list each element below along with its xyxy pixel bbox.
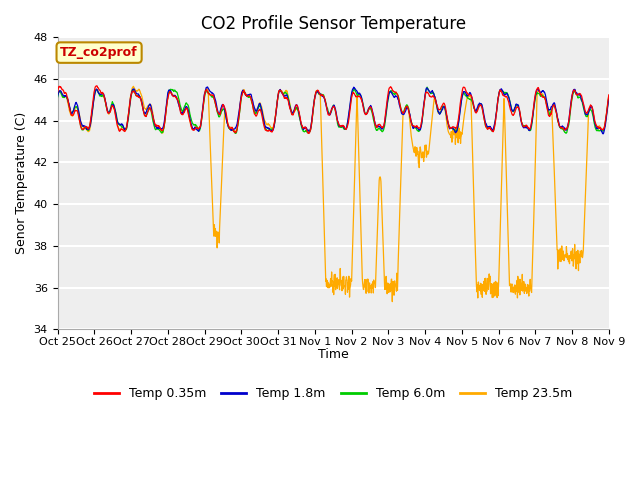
Temp 6.0m [423, 84, 431, 90]
Temp 23.5m [435, 110, 442, 116]
Temp 23.5m [303, 127, 311, 132]
Temp 23.5m [605, 93, 612, 99]
Legend: Temp 0.35m, Temp 1.8m, Temp 6.0m, Temp 23.5m: Temp 0.35m, Temp 1.8m, Temp 6.0m, Temp 2… [89, 382, 577, 405]
Temp 23.5m [54, 93, 61, 99]
Temp 1.8m [152, 123, 160, 129]
Temp 6.0m [570, 89, 578, 95]
Temp 0.35m [152, 122, 160, 128]
Temp 0.35m [570, 87, 578, 93]
Line: Temp 1.8m: Temp 1.8m [58, 87, 609, 134]
Temp 1.8m [204, 84, 211, 90]
Line: Temp 6.0m: Temp 6.0m [58, 87, 609, 133]
Temp 0.35m [337, 123, 344, 129]
Temp 6.0m [435, 109, 442, 115]
Temp 23.5m [152, 124, 160, 130]
Temp 0.35m [435, 106, 442, 111]
Temp 6.0m [232, 131, 239, 136]
Temp 6.0m [152, 126, 160, 132]
Temp 0.35m [54, 90, 61, 96]
Title: CO2 Profile Sensor Temperature: CO2 Profile Sensor Temperature [200, 15, 466, 33]
Temp 23.5m [388, 299, 396, 304]
Line: Temp 23.5m: Temp 23.5m [58, 86, 609, 301]
Temp 1.8m [605, 95, 612, 101]
Y-axis label: Senor Temperature (C): Senor Temperature (C) [15, 112, 28, 254]
Temp 1.8m [303, 127, 311, 133]
Temp 0.35m [64, 96, 72, 102]
Temp 1.8m [336, 123, 344, 129]
Temp 6.0m [605, 94, 612, 100]
Temp 0.35m [605, 92, 612, 98]
X-axis label: Time: Time [318, 348, 349, 361]
Temp 23.5m [129, 84, 137, 89]
Temp 23.5m [336, 276, 344, 281]
Temp 6.0m [54, 95, 61, 100]
Temp 0.35m [93, 83, 100, 89]
Temp 1.8m [54, 94, 61, 99]
Temp 6.0m [303, 129, 311, 135]
Text: TZ_co2prof: TZ_co2prof [60, 46, 138, 59]
Temp 6.0m [336, 124, 344, 130]
Temp 23.5m [570, 252, 578, 257]
Temp 23.5m [64, 100, 72, 106]
Temp 1.8m [434, 108, 442, 113]
Temp 1.8m [600, 131, 607, 137]
Line: Temp 0.35m: Temp 0.35m [58, 86, 609, 133]
Temp 0.35m [303, 128, 311, 134]
Temp 0.35m [305, 131, 312, 136]
Temp 1.8m [64, 97, 72, 103]
Temp 1.8m [570, 87, 577, 93]
Temp 6.0m [64, 97, 72, 103]
